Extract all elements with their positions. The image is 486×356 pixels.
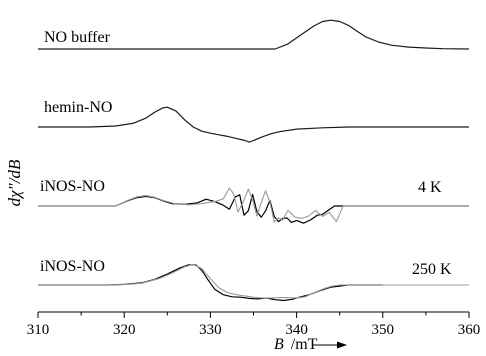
- x-tick-label-320: 320: [113, 322, 136, 338]
- x-tick-label-310: 310: [27, 322, 50, 338]
- trace-no-buffer: [38, 19, 470, 50]
- trace-inos-no-4-k-simulation: [38, 187, 469, 223]
- x-tick-label-340: 340: [285, 322, 308, 338]
- trace-hemin-no: [38, 106, 469, 143]
- trace-label-1: hemin-NO: [44, 99, 112, 116]
- x-axis-label: B /mT: [274, 336, 347, 353]
- temperature-label-2: 4 K: [418, 179, 442, 196]
- trace-labels: NO buffer hemin-NO iNOS-NO 4 K iNOS-NO 250 K: [40, 29, 452, 278]
- x-tick-label-360: 360: [458, 322, 481, 338]
- x-axis-label-unit: /mT: [291, 336, 318, 353]
- trace-inos-no-250-k: [38, 264, 383, 302]
- spectra-traces: [38, 19, 470, 302]
- x-axis-label-var: B: [274, 336, 284, 353]
- trace-label-2: iNOS-NO: [40, 178, 105, 195]
- x-axis-arrowhead: [337, 341, 347, 349]
- svg-text:B /mT: B /mT: [274, 336, 318, 353]
- trace-label-4: iNOS-NO: [40, 258, 105, 275]
- trace-inos-no-250-k-simulation: [38, 263, 469, 299]
- y-axis-label: dχ″/dB: [5, 159, 24, 206]
- x-tick-label-350: 350: [372, 322, 395, 338]
- temperature-label-4: 250 K: [412, 261, 452, 278]
- x-tick-label-330: 330: [199, 322, 222, 338]
- trace-inos-no-4-k: [38, 193, 469, 224]
- x-axis: 310 320 330 340 350 360: [27, 311, 481, 338]
- trace-label-0: NO buffer: [44, 29, 111, 46]
